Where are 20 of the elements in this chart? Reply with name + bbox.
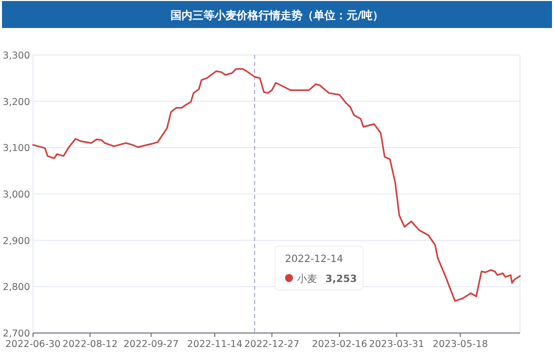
x-tick-label: 2022-11-14 (187, 339, 242, 350)
annotation: 2022-12-14 (285, 254, 344, 265)
y-tick-label: 3,300 (2, 50, 30, 62)
x-tick-label: 2023-03-31 (368, 339, 424, 350)
line-series (32, 68, 521, 302)
x-tick-label: 2022-08-12 (62, 339, 118, 350)
y-tick-label: 3,000 (2, 190, 30, 200)
x-tick-label: 2022-09-27 (123, 339, 179, 350)
y-tick-label: 3,100 (2, 143, 30, 154)
x-tick-label: 2023-05-18 (432, 339, 488, 350)
annotation: 3,253 (325, 274, 358, 285)
chart-title: 国内三等小麦价格行情走势（单位：元/吨） (170, 9, 384, 22)
y-tick-label: 2,800 (2, 282, 30, 294)
legend-label: 小麦 (297, 273, 317, 285)
x-tick-label: 2022-12-27 (244, 339, 300, 350)
y-tick-label: 2,900 (2, 236, 30, 247)
y-tick-label: 3,200 (2, 96, 30, 108)
x-tick-label: 2022-06-30 (5, 339, 61, 350)
y-tick-label: 2,700 (2, 328, 30, 340)
x-tick-label: 2023-02-16 (312, 339, 368, 350)
